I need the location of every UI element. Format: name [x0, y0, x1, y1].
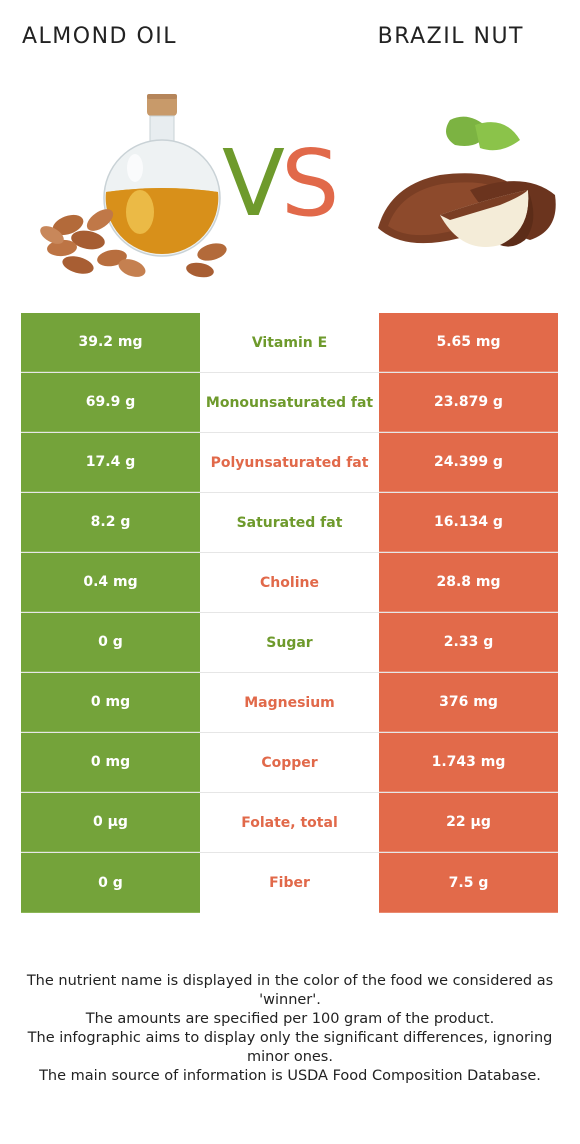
nutrient-name: Copper: [200, 733, 379, 792]
table-row: 0 g Fiber 7.5 g: [21, 853, 558, 913]
table-row: 0 mg Magnesium 376 mg: [21, 673, 558, 733]
table-row: 0 g Sugar 2.33 g: [21, 613, 558, 673]
right-value: 2.33 g: [379, 613, 558, 672]
right-value: 24.399 g: [379, 433, 558, 492]
right-value: 1.743 mg: [379, 733, 558, 792]
comparison-table: 39.2 mg Vitamin E 5.65 mg 69.9 g Monouns…: [21, 313, 558, 913]
nutrient-name: Vitamin E: [200, 313, 379, 372]
right-value: 5.65 mg: [379, 313, 558, 372]
nutrient-name: Saturated fat: [200, 493, 379, 552]
nutrient-name: Monounsaturated fat: [200, 373, 379, 432]
left-value: 0.4 mg: [21, 553, 200, 612]
right-value: 16.134 g: [379, 493, 558, 552]
left-value: 8.2 g: [21, 493, 200, 552]
vs-label: VS: [222, 138, 339, 230]
hero-illustration: [40, 94, 556, 278]
table-row: 39.2 mg Vitamin E 5.65 mg: [21, 313, 558, 373]
right-food-title: BRAZIL NUT: [377, 24, 524, 49]
footnote: The nutrient name is displayed in the co…: [16, 972, 564, 1086]
right-value: 22 µg: [379, 793, 558, 852]
left-food-title: ALMOND OIL: [22, 24, 178, 49]
almond-oil-bottle-icon: [103, 94, 221, 257]
right-value: 376 mg: [379, 673, 558, 732]
nutrient-name: Sugar: [200, 613, 379, 672]
table-row: 8.2 g Saturated fat 16.134 g: [21, 493, 558, 553]
footnote-line: The main source of information is USDA F…: [39, 1068, 541, 1084]
right-value: 23.879 g: [379, 373, 558, 432]
brazil-nut-icon: [378, 116, 556, 247]
table-row: 0 mg Copper 1.743 mg: [21, 733, 558, 793]
nutrient-name: Magnesium: [200, 673, 379, 732]
nutrient-name: Choline: [200, 553, 379, 612]
nutrient-name: Polyunsaturated fat: [200, 433, 379, 492]
right-value: 7.5 g: [379, 853, 558, 913]
left-value: 39.2 mg: [21, 313, 200, 372]
almonds-icon: [40, 209, 227, 278]
left-value: 69.9 g: [21, 373, 200, 432]
footnote-line: The nutrient name is displayed in the co…: [26, 973, 554, 1008]
footnote-line: The amounts are specified per 100 gram o…: [85, 1011, 495, 1027]
vs-v: V: [222, 130, 285, 237]
left-value: 0 µg: [21, 793, 200, 852]
table-row: 17.4 g Polyunsaturated fat 24.399 g: [21, 433, 558, 493]
vs-s: S: [280, 130, 339, 237]
table-row: 0 µg Folate, total 22 µg: [21, 793, 558, 853]
left-value: 0 g: [21, 853, 200, 913]
left-value: 17.4 g: [21, 433, 200, 492]
nutrient-name: Folate, total: [200, 793, 379, 852]
left-value: 0 g: [21, 613, 200, 672]
right-value: 28.8 mg: [379, 553, 558, 612]
left-value: 0 mg: [21, 673, 200, 732]
table-row: 0.4 mg Choline 28.8 mg: [21, 553, 558, 613]
footnote-line: The infographic aims to display only the…: [27, 1030, 553, 1065]
nutrient-name: Fiber: [200, 853, 379, 913]
left-value: 0 mg: [21, 733, 200, 792]
table-row: 69.9 g Monounsaturated fat 23.879 g: [21, 373, 558, 433]
